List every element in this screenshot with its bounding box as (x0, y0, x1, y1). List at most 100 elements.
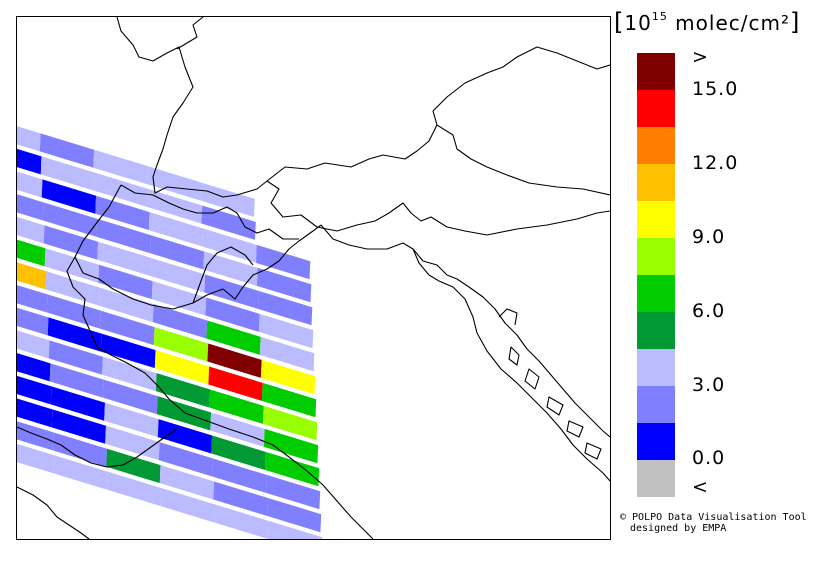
satellite-pixel (17, 126, 41, 152)
satellite-pixel (151, 281, 207, 316)
legend-title-unit: molec/cm² (667, 11, 790, 35)
coastline (66, 256, 374, 539)
satellite-pixel (100, 310, 155, 346)
satellite-pixel (158, 442, 214, 477)
satellite-pixel (17, 375, 52, 405)
satellite-pixel (201, 205, 256, 240)
satellite-pixel (45, 271, 101, 306)
satellite-pixel (262, 405, 318, 441)
legend-label-3: 3.0 (692, 374, 726, 396)
coastline (412, 248, 458, 280)
satellite-pixel (256, 244, 311, 280)
credit-line-1: © POLPO Data Visualisation Tool (620, 512, 807, 523)
border-line (116, 17, 610, 236)
legend-color-bar (637, 53, 675, 497)
satellite-pixel (98, 264, 153, 300)
satellite-pixel (17, 421, 54, 451)
satellite-pixel (17, 194, 44, 221)
island (566, 420, 584, 438)
satellite-pixel (106, 448, 161, 484)
satellite-pixel (104, 402, 159, 438)
satellite-pixel (156, 396, 212, 431)
island (546, 396, 564, 416)
coastline (17, 486, 90, 539)
satellite-pixel (265, 474, 321, 510)
coastline (456, 278, 610, 438)
legend-swatch (637, 349, 675, 386)
satellite-pixel (211, 435, 266, 470)
satellite-pixel (17, 285, 48, 313)
satellite-pixel (259, 336, 315, 372)
legend-label-15: 15.0 (692, 78, 739, 100)
legend-swatch (637, 460, 675, 497)
legend-title-base: 10 (624, 11, 652, 35)
satellite-pixel (17, 443, 55, 474)
satellite-pixel (263, 428, 319, 464)
legend-title-open-bracket: [ (614, 8, 625, 36)
legend-title-exponent: 15 (651, 10, 668, 23)
satellite-pixel (148, 212, 204, 247)
satellite-pixel (17, 330, 50, 359)
legend-swatch (637, 423, 675, 460)
satellite-pixel (206, 320, 261, 355)
satellite-pixel (203, 251, 258, 286)
border-line (436, 124, 610, 196)
satellite-pixel (96, 218, 151, 254)
satellite-pixel (101, 333, 156, 369)
satellite-pixel (53, 455, 108, 490)
satellite-pixel (99, 287, 154, 323)
legend-label-0: 0.0 (692, 447, 726, 469)
satellite-pixel (149, 235, 205, 270)
satellite-pixel (212, 458, 267, 493)
satellite-pixel (94, 172, 149, 208)
legend-swatch (637, 127, 675, 164)
satellite-pixel (17, 307, 49, 336)
satellite-pixel (146, 166, 202, 201)
coastline (320, 224, 610, 482)
border-line (120, 184, 299, 240)
satellite-pixel (48, 340, 103, 375)
satellite-pixel (258, 313, 314, 349)
satellite-pixel (200, 182, 255, 217)
legend-label-below: < (692, 476, 709, 498)
satellite-pixel (150, 258, 206, 293)
satellite-pixel (40, 156, 96, 191)
coastline (17, 426, 178, 468)
satellite-pixel (50, 386, 105, 421)
map-canvas (17, 17, 610, 539)
satellite-pixel (261, 382, 317, 418)
credit-text: © POLPO Data Visualisation Tool designed… (620, 512, 807, 534)
legend-swatch (637, 275, 675, 312)
satellite-pixel (260, 359, 316, 395)
satellite-pixel (95, 195, 150, 231)
satellite-pixel (152, 304, 208, 339)
legend-label-9: 9.0 (692, 226, 726, 248)
satellite-pixel (103, 379, 158, 415)
satellite-pixel (17, 353, 51, 382)
island (524, 368, 540, 390)
coastline (498, 308, 518, 326)
satellite-pixel (43, 225, 99, 260)
satellite-pixel (17, 262, 47, 290)
satellite-pixel (157, 419, 213, 454)
satellite-pixel (17, 216, 45, 244)
legend-swatch (637, 53, 675, 90)
satellite-pixel (49, 363, 104, 398)
satellite-pixel (153, 327, 209, 362)
map-panel[interactable] (16, 16, 611, 540)
satellite-pixel (214, 504, 269, 539)
satellite-pixel (264, 451, 320, 487)
satellite-pixel (207, 343, 262, 378)
satellite-pixel (266, 497, 322, 533)
satellite-pixel (147, 189, 203, 224)
satellite-pixel (17, 171, 43, 198)
island (508, 346, 520, 366)
satellite-pixel (208, 366, 263, 401)
satellite-pixel (93, 149, 148, 185)
satellite-pixel (204, 274, 259, 309)
satellite-pixel (52, 432, 107, 467)
satellite-pixel (154, 350, 210, 385)
legend-swatch (637, 90, 675, 127)
legend-label-6: 6.0 (692, 300, 726, 322)
satellite-pixel (160, 488, 216, 523)
